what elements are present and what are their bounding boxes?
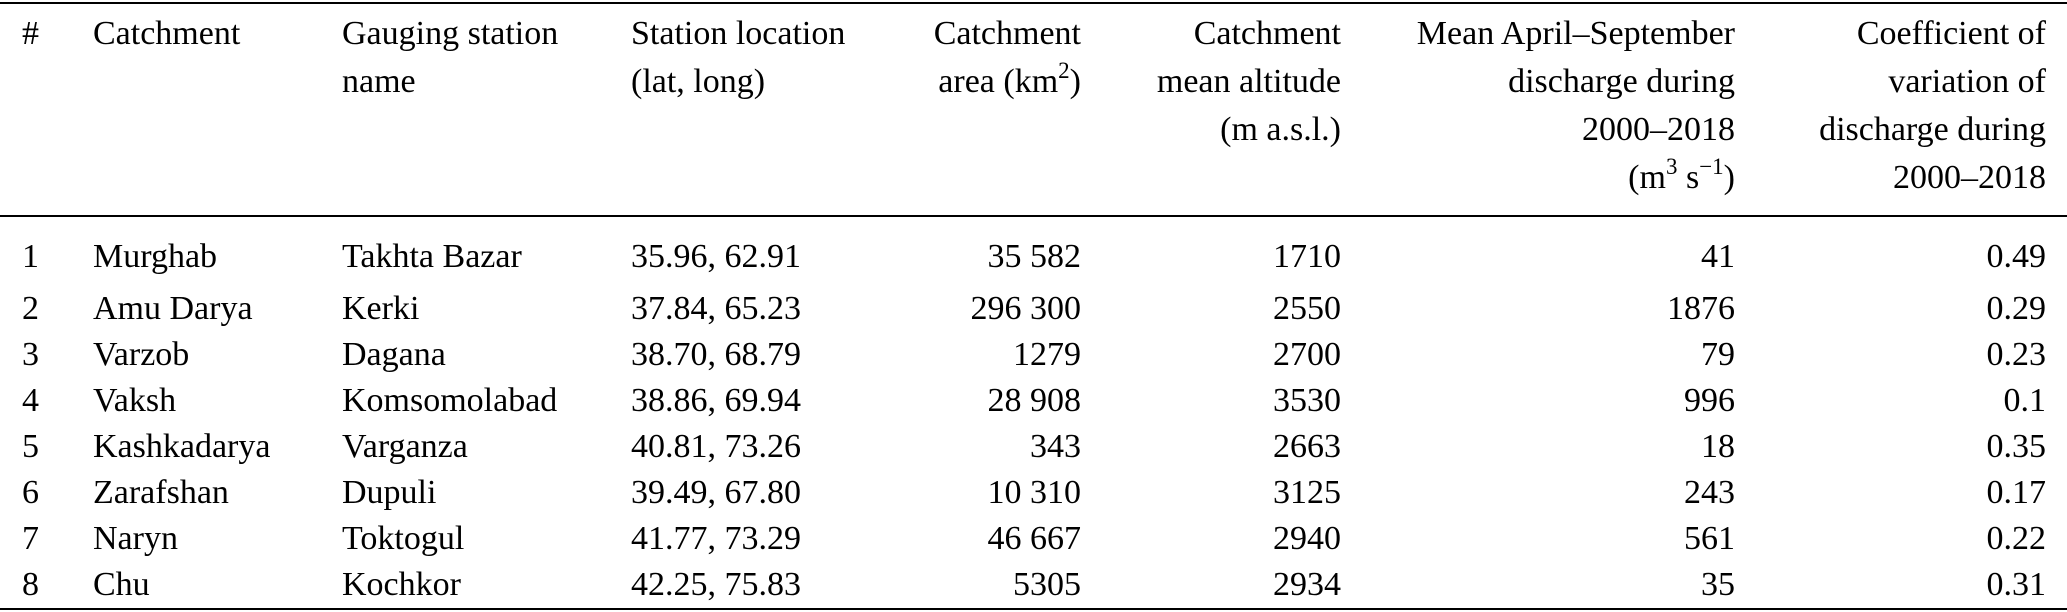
header-station: Gauging station name: [342, 15, 559, 100]
cell-area: 1279: [1013, 336, 1081, 373]
cell-altitude: 2550: [1273, 290, 1341, 327]
cell-discharge: 243: [1684, 474, 1735, 511]
cell-altitude: 2934: [1273, 566, 1341, 603]
cell-station: Toktogul: [342, 520, 465, 557]
cell-discharge: 1876: [1667, 290, 1735, 327]
cell-location: 38.86, 69.94: [631, 382, 801, 419]
cell-station: Takhta Bazar: [342, 238, 522, 275]
cell-altitude: 2700: [1273, 336, 1341, 373]
top-rule: [0, 2, 2067, 4]
cell-cv: 0.31: [1986, 566, 2047, 603]
cell-num: 8: [22, 566, 39, 603]
cell-altitude: 2663: [1273, 428, 1341, 465]
cell-catchment: Varzob: [93, 336, 190, 373]
cell-area: 5305: [1013, 566, 1081, 603]
cell-num: 2: [22, 290, 39, 327]
cell-cv: 0.17: [1986, 474, 2047, 511]
cell-catchment: Kashkadarya: [93, 428, 271, 465]
cell-cv: 0.1: [2003, 382, 2047, 419]
cell-num: 1: [22, 238, 39, 275]
header-row: # Catchment Gauging station name Station…: [0, 0, 2067, 216]
cell-station: Varganza: [342, 428, 468, 465]
bottom-rule: [0, 608, 2067, 610]
cell-location: 42.25, 75.83: [631, 566, 801, 603]
cell-cv: 0.22: [1986, 520, 2047, 557]
cell-catchment: Zarafshan: [93, 474, 229, 511]
cell-station: Komsomolabad: [342, 382, 558, 419]
cell-cv: 0.49: [1986, 238, 2047, 275]
cell-cv: 0.23: [1986, 336, 2047, 373]
table-body: 1 Murghab Takhta Bazar 35.96, 62.91 35 582 17…: [0, 216, 2067, 608]
table-row: 7 Naryn Toktogul 41.77, 73.29 46 667 2940 561 0…: [0, 516, 2067, 562]
table-row: 3 Varzob Dagana 38.70, 68.79 1279 2700 79 0.23: [0, 332, 2067, 378]
table-row: 4 Vaksh Komsomolabad 38.86, 69.94 28 908 3530…: [0, 378, 2067, 424]
table-row: 1 Murghab Takhta Bazar 35.96, 62.91 35 582 17…: [0, 216, 2067, 286]
table-row: 8 Chu Kochkor 42.25, 75.83 5305 2934 35 0.31: [0, 562, 2067, 608]
cell-catchment: Chu: [93, 566, 150, 603]
cell-altitude: 2940: [1273, 520, 1341, 557]
cell-num: 7: [22, 520, 39, 557]
header-catchment: Catchment: [93, 15, 241, 52]
cell-location: 39.49, 67.80: [631, 474, 801, 511]
cell-discharge: 561: [1684, 520, 1735, 557]
table-header: # Catchment Gauging station name Station…: [0, 0, 2067, 216]
cell-num: 6: [22, 474, 39, 511]
cell-discharge: 79: [1701, 336, 1735, 373]
cell-location: 37.84, 65.23: [631, 290, 801, 327]
cell-catchment: Amu Darya: [93, 290, 253, 327]
cell-area: 296 300: [970, 290, 1082, 327]
cell-catchment: Naryn: [93, 520, 178, 557]
cell-discharge: 35: [1701, 566, 1735, 603]
header-discharge: Mean April–September discharge during 20…: [1416, 15, 1735, 196]
cell-discharge: 18: [1701, 428, 1735, 465]
cell-cv: 0.29: [1986, 290, 2047, 327]
cell-discharge: 41: [1701, 238, 1735, 275]
header-rule: [0, 215, 2067, 217]
cell-cv: 0.35: [1986, 428, 2047, 465]
header-num: #: [22, 15, 39, 52]
cell-altitude: 3530: [1273, 382, 1341, 419]
cell-station: Kerki: [342, 290, 420, 327]
cell-discharge: 996: [1684, 382, 1735, 419]
cell-num: 5: [22, 428, 39, 465]
cell-station: Dagana: [342, 336, 446, 373]
header-location: Station location (lat, long): [631, 15, 846, 100]
cell-area: 46 667: [987, 520, 1082, 557]
cell-catchment: Murghab: [93, 238, 218, 275]
cell-station: Dupuli: [342, 474, 437, 511]
cell-location: 41.77, 73.29: [631, 520, 801, 557]
cell-station: Kochkor: [342, 566, 461, 603]
cell-area: 35 582: [987, 238, 1082, 275]
cell-catchment: Vaksh: [93, 382, 177, 419]
cell-area: 28 908: [987, 382, 1082, 419]
table-row: 2 Amu Darya Kerki 37.84, 65.23 296 300 2550 18…: [0, 286, 2067, 332]
cell-location: 38.70, 68.79: [631, 336, 801, 373]
cell-num: 3: [22, 336, 39, 373]
cell-location: 40.81, 73.26: [631, 428, 801, 465]
table-row: 6 Zarafshan Dupuli 39.49, 67.80 10 310 3125 24…: [0, 470, 2067, 516]
header-cv: Coefficient of variation of discharge du…: [1819, 15, 2046, 196]
header-area: Catchment area (km2): [933, 15, 1081, 100]
table-row: 5 Kashkadarya Varganza 40.81, 73.26 343 2663 1…: [0, 424, 2067, 470]
cell-location: 35.96, 62.91: [631, 238, 801, 275]
cell-num: 4: [22, 382, 39, 419]
cell-altitude: 3125: [1273, 474, 1341, 511]
cell-area: 10 310: [987, 474, 1082, 511]
header-altitude: Catchment mean altitude (m a.s.l.): [1156, 15, 1341, 148]
cell-altitude: 1710: [1273, 238, 1341, 275]
cell-area: 343: [1030, 428, 1081, 465]
